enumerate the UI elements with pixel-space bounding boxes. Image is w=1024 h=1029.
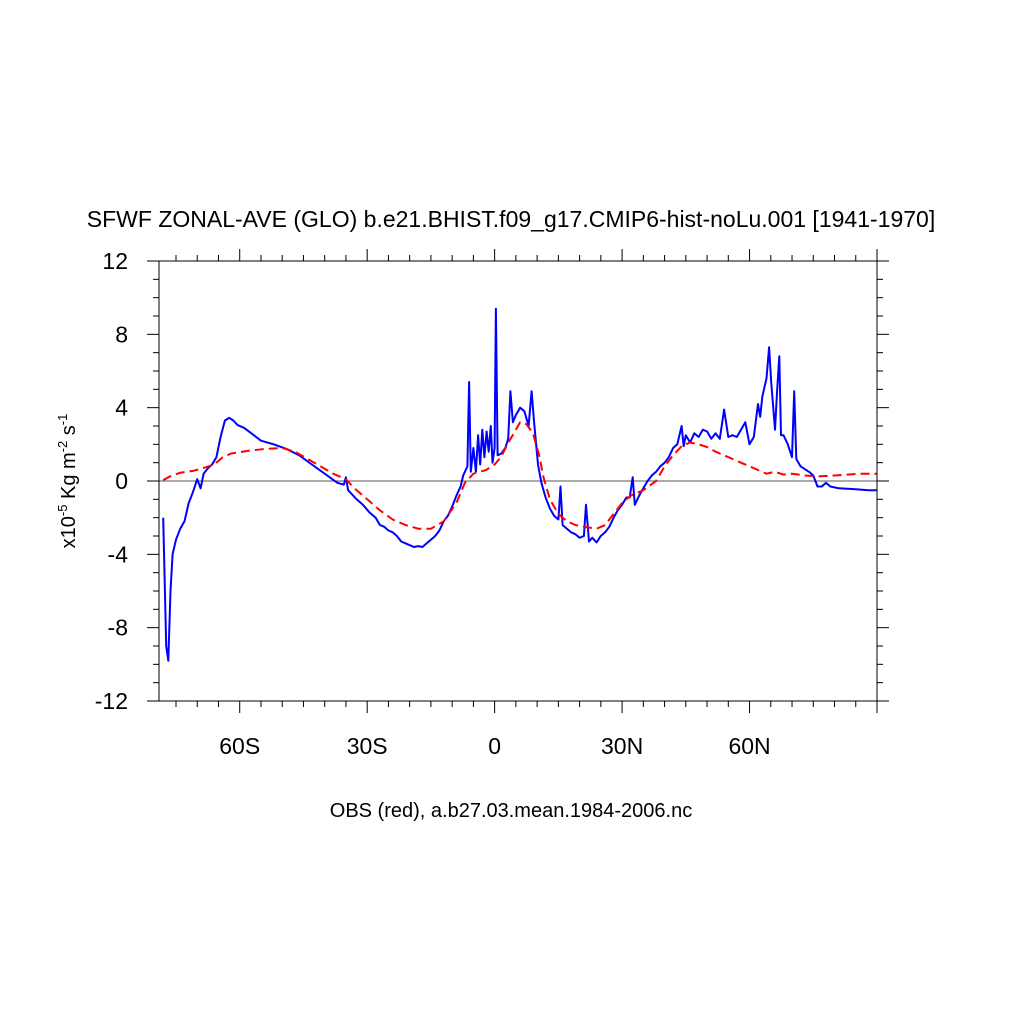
y-axis-label-unit2: s [58,425,80,441]
y-axis-label-prefix: x10 [58,516,80,548]
plot-frame [158,260,878,702]
y-axis-label-exp2: -2 [55,441,70,453]
x-tick-label: 30S [347,733,388,759]
y-axis-label-exp: -5 [55,505,70,517]
chart-caption: OBS (red), a.b27.03.mean.1984-2006.nc [330,800,692,822]
x-tick-label: 0 [488,733,501,759]
ticks-group [147,249,889,713]
y-axis-label-unit1: Kg m [58,452,80,504]
y-tick-label: -8 [108,615,128,641]
series-line-2 [162,421,877,530]
y-tick-label: -4 [108,541,129,567]
y-axis-label: x10-5 Kg m-2 s-1 [55,414,80,549]
y-tick-label: 12 [102,248,128,274]
chart-title: SFWF ZONAL-AVE (GLO) b.e21.BHIST.f09_g17… [87,206,935,232]
y-tick-labels: 12 8 4 0 -4 -8 -12 [95,248,128,714]
x-tick-label: 30N [601,733,643,759]
y-axis-label-exp3: -1 [55,414,70,426]
y-tick-label: 8 [115,321,128,347]
x-tick-label: 60S [219,733,260,759]
y-tick-label: 0 [115,468,128,494]
x-tick-labels: 60S 30S 0 30N 60N [219,733,770,759]
y-tick-label: -12 [95,688,128,714]
x-tick-label: 60N [728,733,770,759]
series-group [162,307,877,662]
y-tick-label: 4 [115,395,128,421]
series-line-1 [162,307,877,662]
